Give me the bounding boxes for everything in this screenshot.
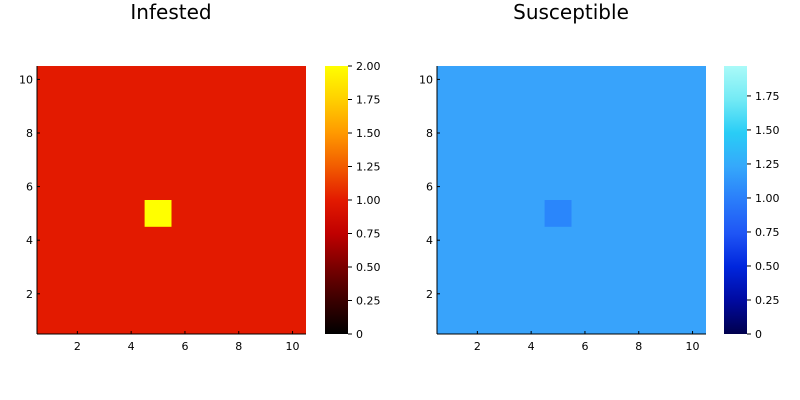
y-tick-label: 8 [426, 127, 433, 140]
colorbar-tick-label: 0 [356, 328, 363, 341]
heatmap-cell [544, 200, 572, 227]
colorbar-tick-label: 1.50 [755, 124, 780, 137]
heatmap-area: 2 4 6 8 10 2 4 6 8 10 [419, 66, 706, 353]
colorbar-gradient [325, 66, 348, 334]
colorbar-tick-label: 0 [755, 328, 762, 341]
x-tick-label: 10 [286, 340, 300, 353]
colorbar-tick-label: 0.75 [755, 226, 780, 239]
colorbar-tick-label: 1.50 [356, 127, 381, 140]
colorbar-tick-label: 0.50 [755, 260, 780, 273]
colorbar-gradient [724, 66, 747, 334]
x-tick-label: 6 [581, 340, 588, 353]
y-tick-label: 6 [426, 181, 433, 194]
heatmap-cell [144, 200, 172, 227]
heatmap-panel-susceptible: Susceptible 2 4 6 8 10 2 4 6 8 10 0 0.25 0.50 0.75 1.… [419, 0, 780, 353]
colorbar-tick-label: 1.75 [755, 90, 780, 103]
x-tick-label: 6 [181, 340, 188, 353]
colorbar: 0 0.25 0.50 0.75 1.00 1.25 1.50 1.75 [724, 66, 780, 341]
colorbar: 0 0.25 0.50 0.75 1.00 1.25 1.50 1.75 2.00 [325, 60, 381, 341]
x-tick-label: 2 [74, 340, 81, 353]
y-tick-label: 2 [426, 288, 433, 301]
colorbar-tick-label: 1.75 [356, 94, 381, 107]
colorbar-tick-label: 1.25 [755, 158, 780, 171]
y-tick-label: 6 [26, 181, 33, 194]
colorbar-tick-label: 2.00 [356, 60, 381, 73]
heatmap-area: 2 4 6 8 10 2 4 6 8 10 [19, 66, 306, 353]
y-tick-label: 8 [26, 127, 33, 140]
y-tick-label: 4 [26, 234, 33, 247]
colorbar-tick-label: 0.75 [356, 228, 381, 241]
x-tick-label: 8 [635, 340, 642, 353]
colorbar-tick-label: 0.25 [356, 295, 381, 308]
colorbar-tick-label: 0.25 [755, 294, 780, 307]
chart-title: Susceptible [513, 0, 629, 24]
colorbar-tick-label: 1.00 [755, 192, 780, 205]
colorbar-tick-label: 1.00 [356, 194, 381, 207]
x-tick-label: 2 [474, 340, 481, 353]
colorbar-tick-label: 0.50 [356, 261, 381, 274]
y-tick-label: 10 [419, 73, 433, 86]
y-tick-label: 10 [19, 73, 33, 86]
colorbar-tick-label: 1.25 [356, 161, 381, 174]
x-tick-label: 4 [128, 340, 135, 353]
x-tick-label: 8 [235, 340, 242, 353]
chart-title: Infested [130, 0, 211, 24]
x-tick-label: 4 [528, 340, 535, 353]
heatmap-panel-infested: Infested 2 4 6 8 10 2 4 6 8 10 0 0.25 0.50 0.75 1.00 1… [19, 0, 381, 353]
y-tick-label: 4 [426, 234, 433, 247]
y-tick-label: 2 [26, 288, 33, 301]
x-tick-label: 10 [686, 340, 700, 353]
